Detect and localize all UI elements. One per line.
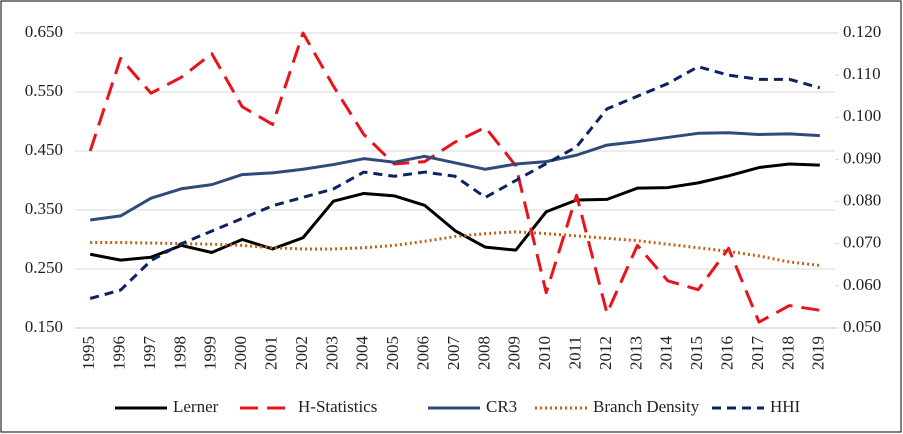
x-tick-label: 2010 <box>535 336 554 370</box>
y2-tick-label: 0.100 <box>843 106 881 125</box>
x-tick-label: 2004 <box>353 336 372 371</box>
legend-label: Lerner <box>173 397 219 416</box>
series-line <box>90 230 820 267</box>
series-line <box>89 131 820 222</box>
x-tick-label: 1999 <box>201 336 220 370</box>
y-tick-label: 0.250 <box>25 258 63 277</box>
y2-tick-label: 0.070 <box>843 233 881 252</box>
x-tick-label: 2001 <box>262 336 281 370</box>
x-tick-label: 2002 <box>292 336 311 370</box>
x-tick-label: 2005 <box>383 336 402 370</box>
y2-tick-label: 0.090 <box>843 148 881 167</box>
series-line <box>88 31 821 324</box>
legend-label: HHI <box>770 397 801 416</box>
y2-tick-label: 0.060 <box>843 275 881 294</box>
x-tick-label: 2011 <box>566 336 585 369</box>
legend-label: CR3 <box>486 397 517 416</box>
x-tick-label: 1995 <box>79 336 98 370</box>
x-tick-label: 2016 <box>718 336 737 370</box>
y-tick-label: 0.150 <box>25 317 63 336</box>
y2-tick-label: 0.050 <box>843 317 881 336</box>
x-tick-label: 2009 <box>505 336 524 370</box>
legend-label: Branch Density <box>593 397 700 416</box>
series-line <box>89 162 820 262</box>
x-tick-label: 2008 <box>474 336 493 370</box>
x-tick-label: 2014 <box>657 336 676 371</box>
y2-tick-label: 0.080 <box>843 190 881 209</box>
x-tick-label: 2006 <box>414 336 433 370</box>
y2-tick-label: 0.110 <box>843 64 881 83</box>
x-tick-label: 2018 <box>778 336 797 370</box>
x-tick-label: 2017 <box>748 336 767 371</box>
x-tick-label: 2013 <box>626 336 645 370</box>
y-tick-label: 0.350 <box>25 199 63 218</box>
y2-tick-label: 0.120 <box>843 22 881 41</box>
x-tick-label: 2019 <box>809 336 828 370</box>
x-tick-label: 2015 <box>687 336 706 370</box>
x-tick-label: 1998 <box>170 336 189 370</box>
x-tick-label: 2007 <box>444 336 463 371</box>
y-tick-label: 0.550 <box>25 81 63 100</box>
x-tick-label: 1997 <box>140 336 159 371</box>
y-tick-label: 0.450 <box>25 140 63 159</box>
x-tick-label: 2000 <box>231 336 250 370</box>
x-tick-label: 2003 <box>322 336 341 370</box>
x-tick-label: 1996 <box>110 336 129 370</box>
series-line <box>89 65 821 300</box>
legend-label: H-Statistics <box>298 397 377 416</box>
x-tick-label: 2012 <box>596 336 615 370</box>
y-tick-label: 0.650 <box>25 22 63 41</box>
